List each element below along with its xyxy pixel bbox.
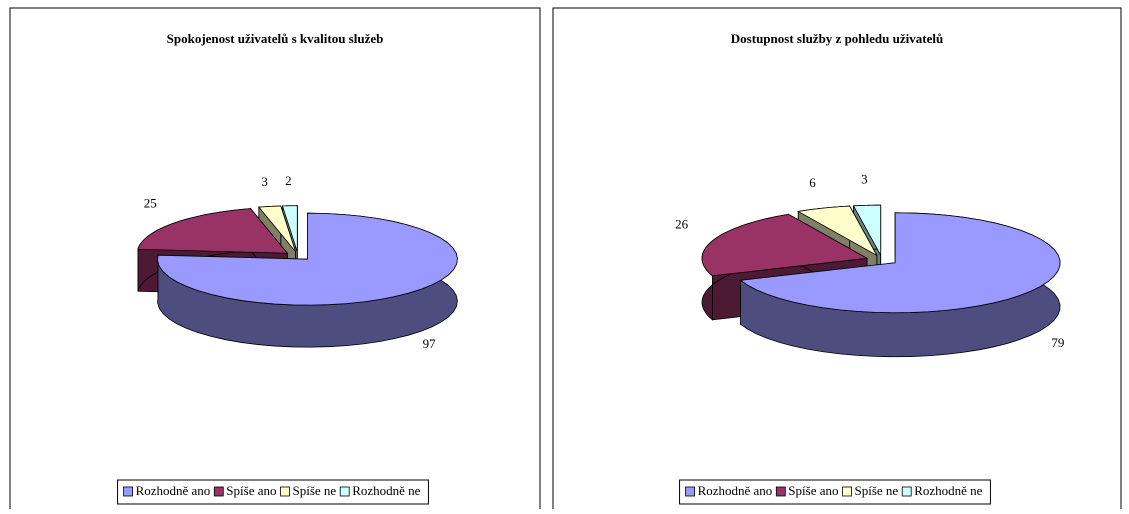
legend-label: Spíše ano bbox=[788, 483, 838, 498]
chart-title: Dostupnost služby z pohledu uživatelů bbox=[731, 31, 943, 46]
slice bbox=[281, 205, 298, 252]
legend-swatch bbox=[775, 486, 786, 497]
data-label: 97 bbox=[423, 336, 437, 351]
legend-label: Spíše ano bbox=[226, 483, 276, 498]
slice bbox=[797, 205, 878, 257]
data-label: 3 bbox=[261, 174, 268, 189]
legend-box bbox=[679, 479, 991, 505]
data-label: 6 bbox=[809, 175, 816, 190]
legend-swatch bbox=[280, 486, 290, 497]
data-label: 25 bbox=[144, 195, 157, 210]
legend: Rozhodně ano Spíše ano Spíše ne Rozhodně ne bbox=[117, 479, 429, 505]
data-label: 79 bbox=[1051, 335, 1064, 350]
legend-label: Rozhodně ano bbox=[698, 483, 773, 498]
legend-box bbox=[117, 479, 429, 505]
slice bbox=[258, 205, 296, 253]
legend-label: Rozhodně ne bbox=[352, 483, 420, 498]
legend-swatch bbox=[842, 486, 852, 497]
slice bbox=[852, 204, 882, 256]
slice bbox=[701, 213, 869, 277]
slice bbox=[137, 208, 289, 254]
slice bbox=[157, 212, 458, 306]
legend-label: Rozhodně ne bbox=[914, 483, 982, 498]
slice bbox=[739, 212, 1061, 314]
legend-swatch bbox=[123, 486, 133, 497]
legend-swatch bbox=[339, 486, 350, 497]
legend-label: Spíše ne bbox=[293, 483, 337, 498]
legend-label: Rozhodně ano bbox=[136, 483, 211, 498]
legend-swatch bbox=[901, 486, 912, 497]
data-label: 26 bbox=[675, 216, 689, 231]
data-label: 3 bbox=[861, 171, 868, 186]
legend: Rozhodně ano Spíše ano Spíše ne Rozhodně ne bbox=[679, 479, 991, 505]
data-label: 2 bbox=[285, 173, 292, 188]
legend-swatch bbox=[685, 486, 695, 497]
legend-label: Spíše ne bbox=[855, 483, 899, 498]
legend-swatch bbox=[213, 486, 224, 497]
chart-title: Spokojenost uživatelů s kvalitou služeb bbox=[167, 31, 384, 46]
